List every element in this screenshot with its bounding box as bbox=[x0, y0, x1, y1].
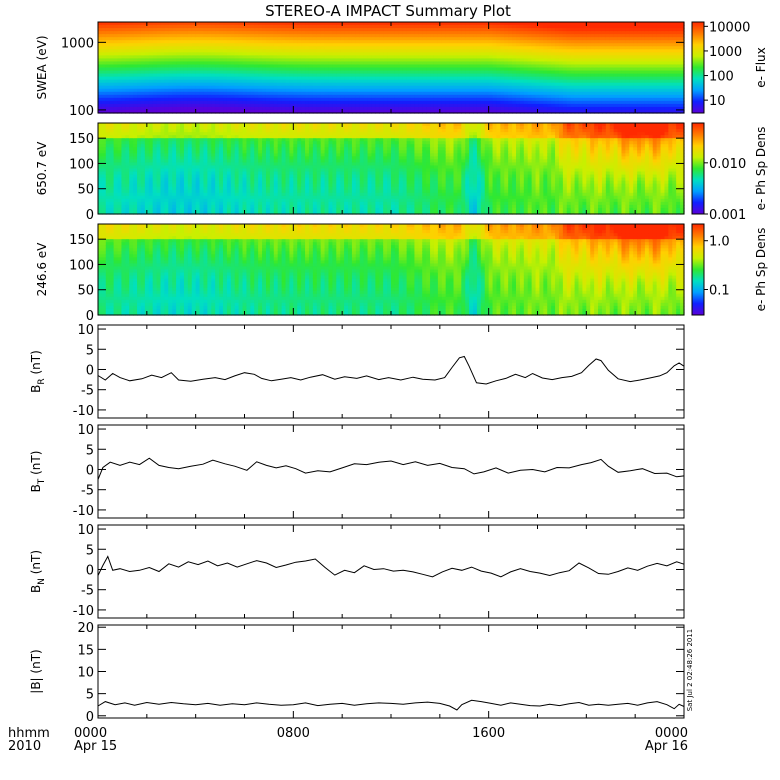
panel-pad650: 0.001 0.010 e- Ph Sp Dens 0 50 100 150 650.7 eV bbox=[35, 122, 768, 223]
bt-y-tick-label: 0 bbox=[86, 463, 94, 478]
bt-y-tick-label: -10 bbox=[73, 504, 94, 519]
panel-bt: -10 -5 0 5 10 BT (nT) bbox=[29, 423, 685, 519]
bt-trace bbox=[97, 457, 685, 480]
x-corner-label-year: 2010 bbox=[8, 739, 41, 754]
pad650-colorbar-label: e- Ph Sp Dens bbox=[754, 127, 768, 211]
x-tick-time-label: 1600 bbox=[472, 726, 505, 741]
x-axis-corner-labels: hhmm 2010 bbox=[8, 726, 50, 754]
panel-bmag: 0 5 10 15 20 |B| (nT) bbox=[29, 621, 685, 725]
bmag-y-tick-label: 20 bbox=[77, 621, 94, 636]
br-y-tick-label: -5 bbox=[81, 384, 94, 399]
pad246-spectrogram bbox=[98, 224, 685, 316]
pad650-y-tick-label: 100 bbox=[69, 157, 94, 172]
pad246-y-tick-label: 100 bbox=[69, 258, 94, 273]
plot-title: STEREO-A IMPACT Summary Plot bbox=[265, 2, 511, 20]
bmag-y-tick-label: 0 bbox=[86, 710, 94, 725]
pad650-y-tick-label: 150 bbox=[69, 132, 94, 147]
pad650-y-tick-label: 0 bbox=[86, 208, 94, 223]
pad246-y-tick-label: 0 bbox=[86, 309, 94, 324]
pad246-y-tick-label: 50 bbox=[77, 284, 94, 299]
pad246-y-axis-label: 246.6 eV bbox=[35, 242, 49, 297]
x-tick-date-label: Apr 15 bbox=[74, 739, 117, 754]
swea-colorbar-tick-label: 1000 bbox=[709, 45, 742, 60]
x-tick-time-label: 0800 bbox=[277, 726, 310, 741]
bmag-y-tick-label: 10 bbox=[77, 666, 94, 681]
bn-y-axis-label: BN (nT) bbox=[29, 550, 47, 593]
pad650-spectrogram bbox=[98, 123, 685, 215]
bn-y-tick-label: -10 bbox=[73, 604, 94, 619]
x-tick-date-label: Apr 16 bbox=[645, 739, 688, 754]
br-y-tick-label: -10 bbox=[73, 404, 94, 419]
pad246-colorbar-label: e- Ph Sp Dens bbox=[754, 228, 768, 312]
panel-bn: -10 -5 0 5 10 BN (nT) bbox=[29, 523, 685, 619]
bt-y-axis-label: BT (nT) bbox=[29, 451, 47, 493]
bt-y-tick-label: 10 bbox=[77, 423, 94, 438]
panel-swea: 10 100 1000 10000 e- Flux 100 1000 SWEA (eV) bbox=[35, 20, 768, 119]
br-frame bbox=[97, 324, 685, 419]
pad246-colorbar-tick-label: 0.1 bbox=[709, 283, 730, 298]
pad246-colorbar-scale bbox=[691, 223, 705, 316]
swea-spectrogram bbox=[98, 22, 685, 114]
br-y-tick-label: 0 bbox=[86, 363, 94, 378]
bmag-trace bbox=[97, 699, 685, 711]
bn-frame bbox=[97, 524, 685, 619]
pad650-colorbar-tick-label: 0.001 bbox=[709, 208, 746, 223]
swea-colorbar-label: e- Flux bbox=[754, 47, 768, 87]
bn-y-tick-label: 0 bbox=[86, 563, 94, 578]
pad650-colorbar-scale bbox=[691, 122, 705, 215]
panel-pad246: 0.1 1.0 e- Ph Sp Dens 0 50 100 150 246.6 eV bbox=[35, 223, 768, 324]
bn-y-tick-label: -5 bbox=[81, 584, 94, 599]
panel-br: -10 -5 0 5 10 BR (nT) bbox=[29, 323, 685, 419]
br-trace bbox=[97, 355, 685, 385]
bt-y-tick-label: 5 bbox=[86, 443, 94, 458]
pad246-colorbar: 0.1 1.0 e- Ph Sp Dens bbox=[691, 223, 768, 316]
swea-colorbar: 10 100 1000 10000 e- Flux bbox=[691, 20, 768, 114]
br-y-axis-label: BR (nT) bbox=[29, 350, 47, 393]
br-y-tick-label: 10 bbox=[77, 323, 94, 338]
bn-y-tick-label: 10 bbox=[77, 523, 94, 538]
pad650-y-axis-label: 650.7 eV bbox=[35, 141, 49, 196]
swea-y-tick-label: 1000 bbox=[61, 36, 94, 51]
generation-timestamp: Sat Jul 2 02:48:26 2011 bbox=[686, 629, 694, 712]
bn-trace bbox=[97, 555, 685, 578]
x-corner-label-hhmm: hhmm bbox=[8, 726, 50, 741]
swea-y-tick-label: 100 bbox=[69, 104, 94, 119]
pad650-colorbar: 0.001 0.010 e- Ph Sp Dens bbox=[691, 122, 768, 223]
bmag-y-axis-label: |B| (nT) bbox=[29, 649, 43, 693]
pad246-y-tick-label: 150 bbox=[69, 233, 94, 248]
bn-y-tick-label: 5 bbox=[86, 543, 94, 558]
x-tick-time-label: 0000 bbox=[74, 726, 107, 741]
swea-colorbar-tick-label: 10 bbox=[709, 94, 726, 109]
x-tick-time-label: 0000 bbox=[655, 726, 688, 741]
br-y-tick-label: 5 bbox=[86, 343, 94, 358]
pad650-colorbar-tick-label: 0.010 bbox=[709, 157, 746, 172]
bt-frame bbox=[97, 424, 685, 519]
bmag-y-tick-label: 15 bbox=[77, 643, 94, 658]
swea-y-axis-label: SWEA (eV) bbox=[35, 35, 49, 99]
swea-colorbar-scale bbox=[691, 21, 705, 114]
bmag-y-tick-label: 5 bbox=[86, 688, 94, 703]
bt-y-tick-label: -5 bbox=[81, 484, 94, 499]
swea-colorbar-tick-label: 100 bbox=[709, 70, 734, 85]
pad246-colorbar-tick-label: 1.0 bbox=[709, 235, 730, 250]
swea-colorbar-tick-label: 10000 bbox=[709, 20, 750, 35]
pad650-y-tick-label: 50 bbox=[77, 183, 94, 198]
